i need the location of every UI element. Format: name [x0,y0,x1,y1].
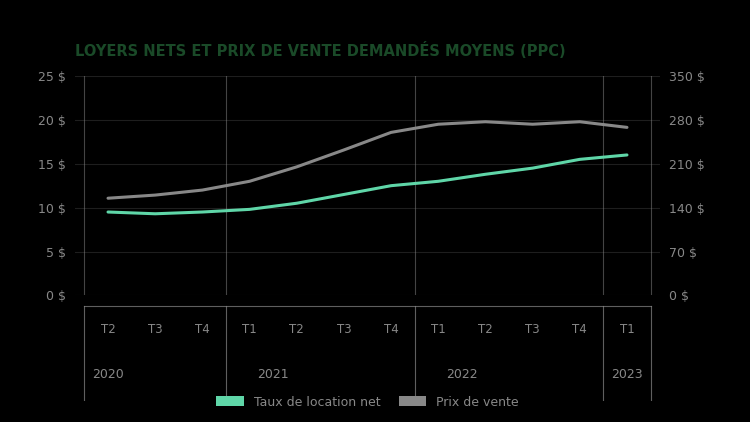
Text: T1: T1 [431,323,445,335]
Text: T1: T1 [620,323,634,335]
Text: 2020: 2020 [92,368,124,381]
Text: LOYERS NETS ET PRIX DE VENTE DEMANDÉS MOYENS (PPC): LOYERS NETS ET PRIX DE VENTE DEMANDÉS MO… [75,42,566,59]
Text: T1: T1 [242,323,257,335]
Legend: Taux de location net, Prix de vente: Taux de location net, Prix de vente [211,391,524,414]
Text: T3: T3 [148,323,163,335]
Text: 2022: 2022 [446,368,478,381]
Text: 2023: 2023 [611,368,643,381]
Text: T2: T2 [478,323,493,335]
Text: T3: T3 [525,323,540,335]
Text: T2: T2 [290,323,304,335]
Text: T4: T4 [572,323,587,335]
Text: 2021: 2021 [257,368,289,381]
Text: T4: T4 [195,323,210,335]
Text: T4: T4 [384,323,398,335]
Text: T2: T2 [100,323,116,335]
Text: T3: T3 [337,323,351,335]
